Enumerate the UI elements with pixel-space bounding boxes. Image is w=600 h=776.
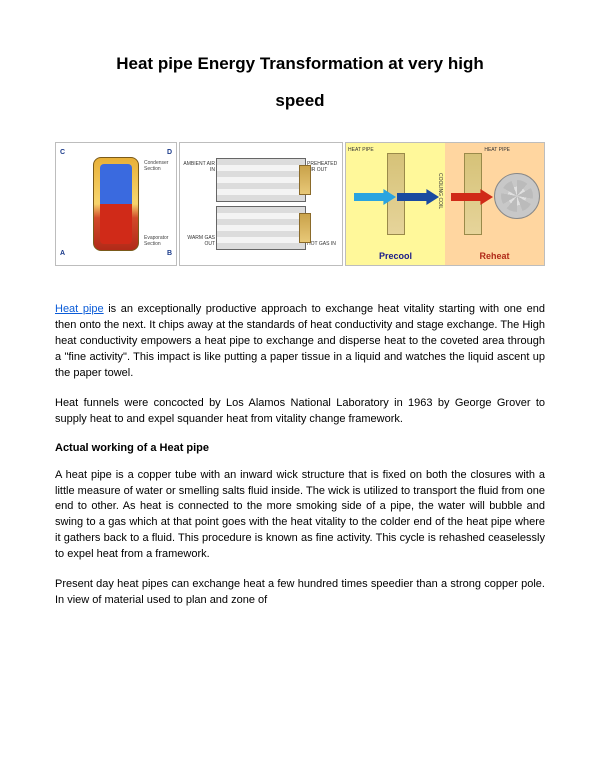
figure-precool-reheat: HEAT PIPE COOLING COIL Precool HEAT PIPE… [345,142,545,266]
paragraph-2: Heat funnels were concocted by Los Alamo… [55,396,545,428]
subheading: Actual working of a Heat pipe [55,442,545,454]
exchanger-bottom: WARM GAS OUT HOT GAS IN [216,206,306,250]
cooling-coil-label: COOLING COIL [437,173,443,209]
paragraph-1-rest: is an exceptionally productive approach … [55,303,545,379]
figure-row: A B C D Condenser Section Evaporator Sec… [55,142,545,266]
fan-icon [494,173,540,219]
precool-label: Precool [346,251,445,261]
paragraph-1: Heat pipe is an exceptionally productive… [55,302,545,382]
preheated-air-out-label: PREHEATED AIR OUT [307,161,343,173]
document-page: Heat pipe Energy Transformation at very … [0,0,600,609]
title-line-2: speed [275,91,324,110]
reheat-label: Reheat [445,251,544,261]
title-line-1: Heat pipe Energy Transformation at very … [116,54,483,73]
heat-pipe-link[interactable]: Heat pipe [55,303,104,315]
label-b: B [167,250,172,257]
paragraph-4: Present day heat pipes can exchange heat… [55,577,545,609]
ambient-air-in-label: AMBIENT AIR IN [183,161,215,173]
label-d: D [167,149,172,156]
evaporator-label: Evaporator Section [144,236,174,247]
label-a: A [60,250,65,257]
reheat-panel: HEAT PIPE Reheat [445,143,544,265]
heatpipe-tag-1: HEAT PIPE [348,147,374,153]
body-text: Heat pipe is an exceptionally productive… [55,302,545,609]
exchanger-stack: AMBIENT AIR IN PREHEATED AIR OUT WARM GA… [216,158,306,250]
precool-panel: HEAT PIPE COOLING COIL Precool [346,143,445,265]
figure-heat-exchanger: AMBIENT AIR IN PREHEATED AIR OUT WARM GA… [179,142,343,266]
warm-gas-out-label: WARM GAS OUT [183,235,215,247]
paragraph-3: A heat pipe is a copper tube with an inw… [55,468,545,564]
figure-heatpipe-cylinder: A B C D Condenser Section Evaporator Sec… [55,142,177,266]
hot-gas-in-label: HOT GAS IN [307,241,343,247]
exchanger-top: AMBIENT AIR IN PREHEATED AIR OUT [216,158,306,202]
condenser-label: Condenser Section [144,161,174,172]
page-title: Heat pipe Energy Transformation at very … [55,40,545,114]
label-c: C [60,149,65,156]
heatpipe-tag-2: HEAT PIPE [484,147,510,153]
cylinder-graphic [93,157,139,251]
